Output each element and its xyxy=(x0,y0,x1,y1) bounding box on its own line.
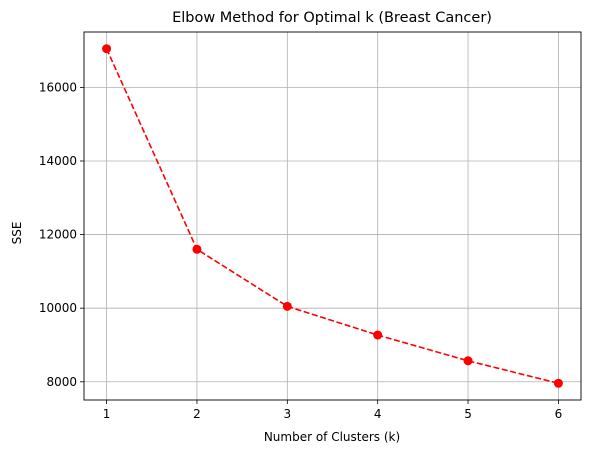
series-line xyxy=(105,48,559,385)
data-point xyxy=(553,378,563,388)
chart-title: Elbow Method for Optimal k (Breast Cance… xyxy=(172,10,492,26)
data-point xyxy=(282,301,292,311)
x-axis-label: Number of Clusters (k) xyxy=(264,430,400,444)
series-layer xyxy=(102,44,563,388)
x-tick-label: 5 xyxy=(464,407,472,421)
y-tick-label: 8000 xyxy=(46,375,77,389)
data-point xyxy=(463,356,473,366)
grid-lines xyxy=(84,32,581,400)
plot-frame xyxy=(83,31,582,401)
x-tick-label: 3 xyxy=(283,407,291,421)
y-axis-label: SSE xyxy=(10,222,24,245)
y-tick-label: 14000 xyxy=(39,154,77,168)
data-point xyxy=(192,244,202,254)
x-tick-label: 2 xyxy=(193,407,201,421)
y-tick-label: 12000 xyxy=(39,228,77,242)
y-tick-label: 10000 xyxy=(39,301,77,315)
data-point xyxy=(102,44,112,54)
x-tick-label: 6 xyxy=(555,407,563,421)
x-tick-label: 1 xyxy=(103,407,111,421)
x-tick-label: 4 xyxy=(374,407,382,421)
data-point xyxy=(373,330,383,340)
axis-ticks: 1 2 3 4 5 6 8000 10000 12000 14000 16000 xyxy=(39,80,562,421)
y-tick-label: 16000 xyxy=(39,80,77,94)
